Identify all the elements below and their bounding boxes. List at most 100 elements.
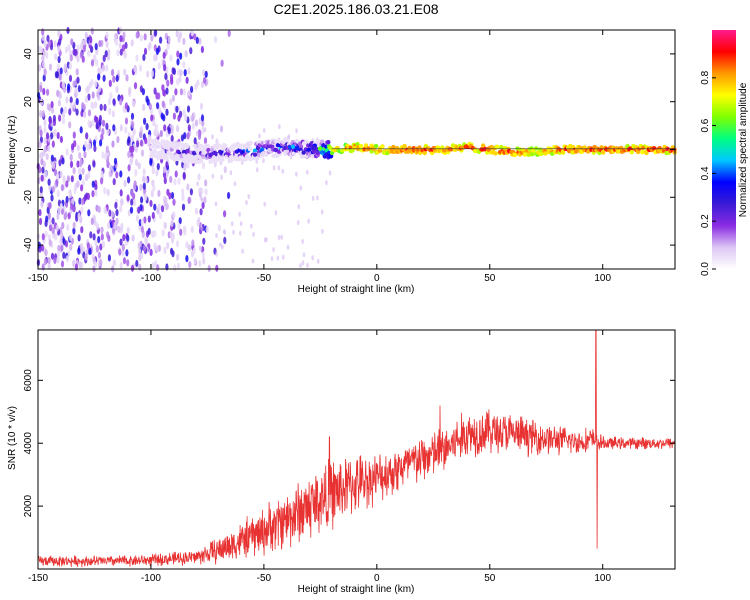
noise-cell: [190, 85, 194, 94]
noise-cell: [41, 110, 45, 118]
noise-cell: [131, 145, 135, 153]
noise-cell: [92, 160, 96, 168]
spectrogram-y-axis: -40 -20 0 20 40: [23, 48, 675, 252]
noise-cell: [139, 34, 143, 42]
noise-cell: [148, 102, 152, 111]
signal-cell: [512, 152, 518, 158]
noise-cell: [174, 170, 178, 178]
noise-cell: [263, 201, 267, 207]
noise-cell: [111, 140, 115, 148]
noise-cell: [101, 64, 106, 72]
noise-cell: [103, 103, 107, 112]
noise-cell: [100, 177, 104, 185]
noise-cell: [193, 257, 197, 265]
noise-cell: [204, 179, 208, 187]
noise-cell: [99, 243, 103, 251]
noise-cell: [80, 184, 84, 192]
noise-cell: [126, 226, 130, 234]
noise-cell: [139, 130, 143, 138]
noise-cell: [38, 209, 42, 217]
noise-cell: [130, 189, 134, 197]
noise-cell: [59, 67, 63, 75]
noise-cell: [149, 199, 153, 208]
noise-cell: [169, 175, 173, 183]
noise-cell: [130, 264, 135, 272]
signal-cell: [640, 150, 645, 155]
noise-cell: [276, 255, 280, 261]
noise-cell: [57, 244, 61, 252]
noise-cell: [191, 114, 195, 122]
signal-cell: [534, 146, 539, 151]
noise-cell: [92, 233, 96, 241]
noise-cell: [84, 96, 88, 104]
noise-cell: [184, 114, 188, 122]
noise-cell: [81, 39, 85, 47]
noise-cell: [62, 251, 66, 259]
noise-cell: [50, 194, 54, 202]
signal-cell: [234, 142, 239, 148]
spectrogram-cells: [36, 26, 677, 273]
noise-cell: [86, 85, 90, 93]
noise-cell: [215, 138, 219, 146]
colorbar-label: Normalized spectral amplitude: [738, 82, 749, 217]
noise-cell: [307, 218, 310, 224]
noise-cell: [120, 198, 124, 206]
noise-cell: [92, 139, 97, 147]
signal-cell: [185, 150, 191, 155]
noise-cell: [223, 210, 227, 218]
noise-cell: [200, 45, 204, 54]
signal-cell: [449, 147, 454, 152]
noise-cell: [78, 152, 82, 160]
signal-cell: [493, 151, 498, 156]
noise-cell: [139, 183, 143, 192]
noise-cell: [299, 263, 302, 268]
noise-cell: [101, 119, 106, 127]
noise-cell: [56, 256, 60, 264]
noise-cell: [171, 250, 175, 258]
noise-cell: [238, 211, 241, 217]
noise-cell: [299, 185, 303, 191]
noise-cell: [102, 54, 106, 63]
noise-cell: [119, 48, 123, 56]
noise-cell: [53, 256, 57, 265]
noise-cell: [247, 194, 251, 200]
noise-cell: [86, 242, 90, 250]
noise-cell: [204, 70, 208, 78]
noise-cell: [194, 83, 198, 91]
noise-cell: [107, 98, 111, 106]
noise-cell: [68, 121, 72, 129]
signal-cell: [216, 143, 222, 148]
noise-cell: [141, 88, 145, 96]
noise-cell: [39, 85, 43, 93]
noise-cell: [134, 169, 138, 177]
noise-cell: [52, 114, 57, 122]
noise-cell: [87, 109, 92, 117]
noise-cell: [61, 111, 66, 119]
noise-cell: [287, 134, 291, 139]
noise-cell: [203, 196, 207, 204]
signal-cell: [560, 149, 566, 154]
noise-cell: [252, 231, 255, 237]
noise-cell: [101, 240, 105, 248]
noise-cell: [74, 90, 78, 98]
noise-cell: [214, 36, 218, 44]
noise-cell: [182, 109, 186, 117]
noise-cell: [170, 135, 174, 143]
noise-cell: [167, 35, 171, 44]
noise-cell: [157, 203, 161, 211]
signal-cell: [574, 149, 579, 154]
y-tick-label: 0: [23, 146, 34, 152]
noise-cell: [215, 264, 219, 272]
noise-cell: [185, 255, 189, 263]
noise-cell: [48, 63, 53, 71]
noise-cell: [135, 54, 139, 62]
noise-cell: [249, 223, 253, 229]
noise-cell: [65, 148, 69, 156]
noise-cell: [90, 101, 94, 109]
noise-cell: [163, 222, 168, 230]
noise-cell: [163, 199, 167, 207]
colorbar-gradient: [712, 30, 736, 269]
noise-cell: [45, 132, 50, 140]
noise-cell: [119, 170, 123, 178]
noise-cell: [95, 245, 99, 253]
